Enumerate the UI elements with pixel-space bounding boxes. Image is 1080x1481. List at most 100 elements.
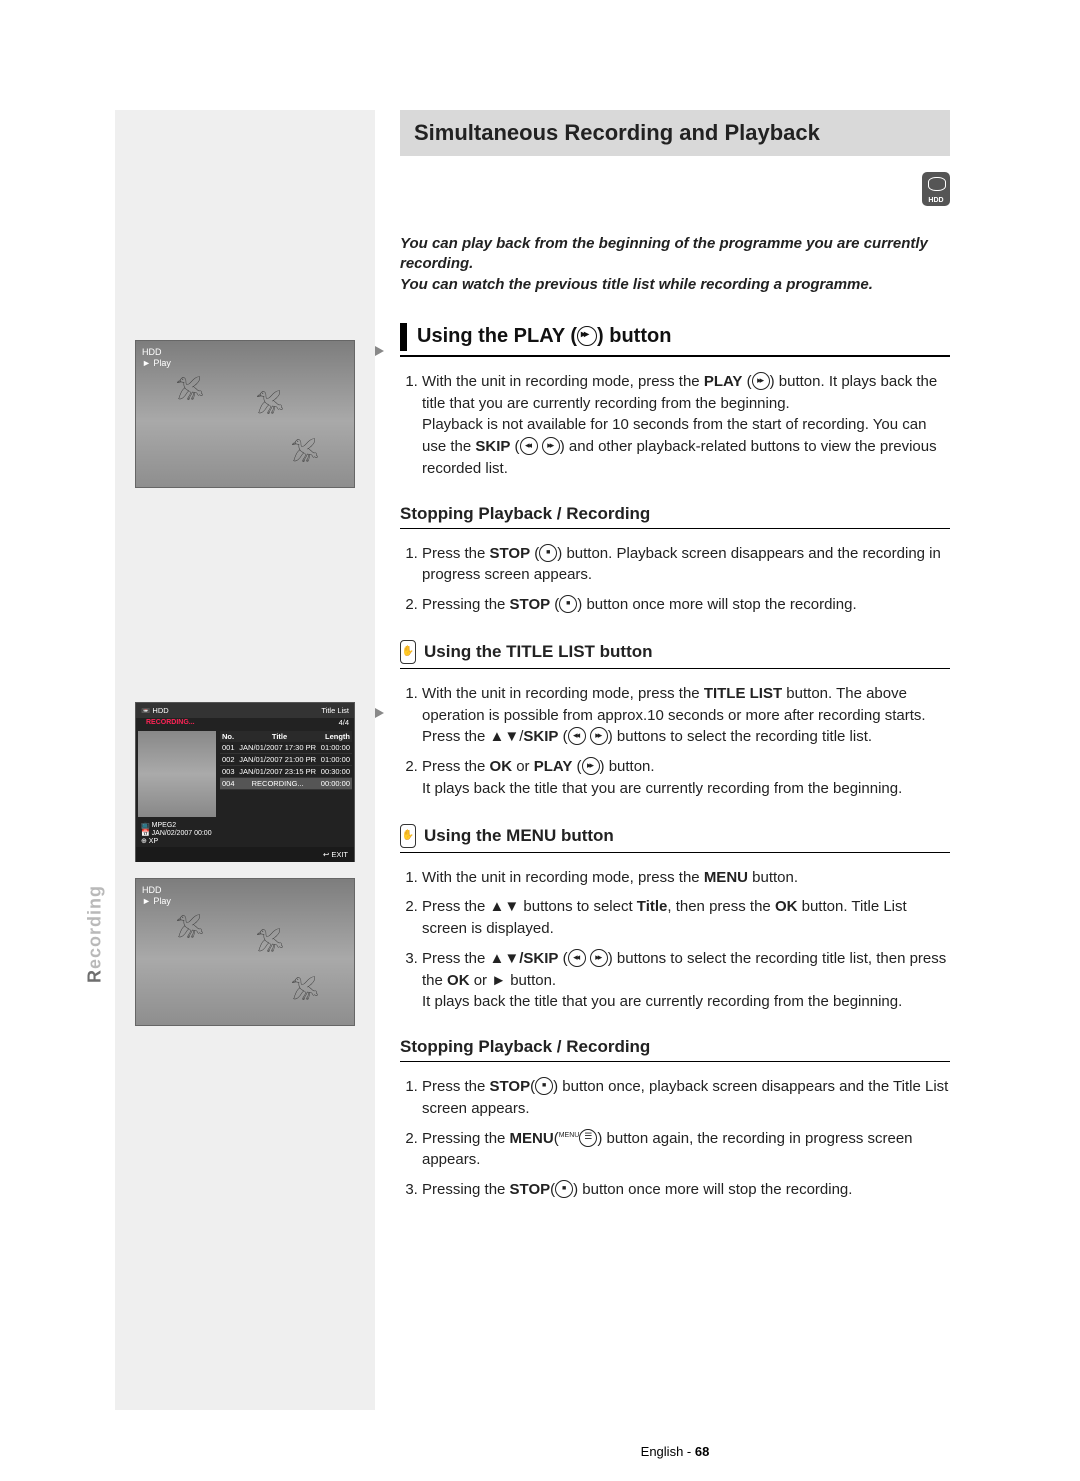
list-item: With the unit in recording mode, press t… — [422, 683, 950, 748]
skip-fwd-icon — [542, 437, 560, 455]
pointer-arrow-icon — [375, 346, 384, 356]
page: Recording HDD ► Play 𓅮 𓅮 𓅮 📼 HDD Title L… — [0, 0, 1080, 1481]
bird-icon: 𓅮 — [291, 971, 319, 1007]
stop-button-icon — [555, 1180, 573, 1198]
text: , then press the — [667, 898, 775, 915]
ok-label: OK — [775, 898, 798, 915]
text: With the unit in recording mode, press t… — [422, 869, 704, 886]
text: ( — [572, 758, 581, 775]
text: Press the ▲▼/ — [422, 728, 523, 745]
thumb3-line1: HDD — [142, 885, 171, 896]
footer-page: 68 — [695, 1444, 709, 1459]
thumb1-line1: HDD — [142, 347, 171, 358]
titlelist-preview — [138, 731, 216, 817]
stop2-steps: Press the STOP() button once, playback s… — [400, 1076, 950, 1201]
stop-label: STOP — [510, 596, 551, 613]
main-content: Simultaneous Recording and Playback You … — [400, 110, 950, 1209]
text: Pressing the — [422, 596, 510, 613]
text: Press the ▲▼ buttons to select — [422, 898, 637, 915]
bird-icon: 𓅮 — [176, 371, 204, 407]
skip-back-icon — [568, 727, 586, 745]
bird-icon: 𓅮 — [176, 909, 204, 945]
page-title: Simultaneous Recording and Playback — [400, 110, 950, 156]
section-stopping-1: Stopping Playback / Recording — [400, 504, 950, 529]
row-title: JAN/01/2007 21:00 PR — [239, 755, 316, 764]
section-title-list: ✋ Using the TITLE LIST button — [400, 640, 950, 669]
titlelist-page: 4/4 — [339, 718, 349, 729]
page-footer: English - 68 — [400, 1444, 950, 1459]
titlelist-rows: No. Title Length 001JAN/01/2007 17:30 PR… — [218, 729, 354, 819]
text: ( — [510, 438, 519, 455]
play-button-icon — [752, 372, 770, 390]
remote-icon: ✋ — [400, 824, 416, 848]
titlelist-steps: With the unit in recording mode, press t… — [400, 683, 950, 800]
menu-label: MENU — [704, 869, 748, 886]
skip-label: SKIP — [475, 438, 510, 455]
titlelist-info1: 📺 MPEG2 — [141, 821, 349, 829]
text: Press the — [422, 758, 490, 775]
list-item: Press the ▲▼ buttons to select Title, th… — [422, 896, 950, 940]
pointer-arrow-icon — [375, 708, 384, 718]
text: or — [512, 758, 534, 775]
chapter-tab-initial: R — [85, 969, 105, 983]
stop-label: STOP — [490, 1078, 531, 1095]
stop1-steps: Press the STOP () button. Playback scree… — [400, 543, 950, 616]
col-no: No. — [222, 732, 234, 741]
col-len: Length — [325, 732, 350, 741]
titlelist-hdr-right: Title List — [321, 706, 349, 715]
text: Press the ▲▼ — [422, 950, 519, 967]
thumb3-line2: ► Play — [142, 896, 171, 907]
row-no: 001 — [222, 743, 235, 752]
text: With the unit in recording mode, press t… — [422, 685, 704, 702]
stop-button-icon — [539, 544, 557, 562]
h3-menu: Using the MENU button — [424, 826, 614, 846]
skip-fwd-icon — [590, 949, 608, 967]
ok-label: OK — [447, 972, 470, 989]
intro-text: You can play back from the beginning of … — [400, 234, 950, 295]
text: Press the — [422, 1078, 490, 1095]
titlelist-hdr-left: 📼 HDD — [141, 706, 169, 715]
text: ) buttons to select the recording title … — [608, 728, 872, 745]
remote-icon: ✋ — [400, 640, 416, 664]
text: ) button. — [600, 758, 655, 775]
text: button once more will stop the recording… — [582, 596, 856, 613]
row-title: JAN/01/2007 23:15 PR — [239, 767, 316, 776]
play-button-icon — [577, 326, 597, 346]
menu-button-icon — [579, 1129, 597, 1147]
play-label: PLAY — [704, 373, 743, 390]
play-label: PLAY — [534, 758, 573, 775]
text: or ► button. — [470, 972, 557, 989]
row-len: 01:00:00 — [321, 743, 350, 752]
stop-label: STOP — [490, 545, 531, 562]
stop-button-icon — [535, 1077, 553, 1095]
row-title: RECORDING... — [252, 779, 304, 788]
bird-icon: 𓅮 — [291, 433, 319, 469]
text: ( — [742, 373, 751, 390]
skip-back-icon — [520, 437, 538, 455]
intro-line2: You can watch the previous title list wh… — [400, 275, 950, 295]
row-title: JAN/01/2007 17:30 PR — [239, 743, 316, 752]
titlelist-exit: ↩ EXIT — [136, 847, 354, 862]
h2-play-post: ) button — [597, 325, 671, 347]
intro-line1: You can play back from the beginning of … — [400, 234, 950, 275]
list-item: Pressing the MENU(MENU) button again, th… — [422, 1128, 950, 1172]
screenshot-playback-1: HDD ► Play 𓅮 𓅮 𓅮 — [135, 340, 355, 488]
skip-label: SKIP — [523, 728, 558, 745]
titlelist-recording: RECORDING... — [141, 718, 200, 729]
text: With the unit in recording mode, press t… — [422, 373, 704, 390]
menu-sup: MENU — [559, 1132, 580, 1139]
list-item: With the unit in recording mode, press t… — [422, 371, 950, 480]
text: button. — [748, 869, 798, 886]
text: It plays back the title that you are cur… — [422, 780, 902, 797]
list-item: Pressing the STOP() button once more wil… — [422, 1179, 950, 1201]
text: ( — [558, 950, 567, 967]
hdd-icon — [922, 172, 950, 206]
list-item: Press the STOP () button. Playback scree… — [422, 543, 950, 587]
list-item: Press the ▲▼/SKIP ( ) buttons to select … — [422, 948, 950, 1013]
screenshot-title-list: 📼 HDD Title List RECORDING... 4/4 No. Ti… — [135, 702, 355, 862]
row-no: 003 — [222, 767, 235, 776]
stop-button-icon — [559, 595, 577, 613]
row-no: 004 — [222, 779, 235, 788]
play-button-icon — [582, 757, 600, 775]
list-item: With the unit in recording mode, press t… — [422, 867, 950, 889]
